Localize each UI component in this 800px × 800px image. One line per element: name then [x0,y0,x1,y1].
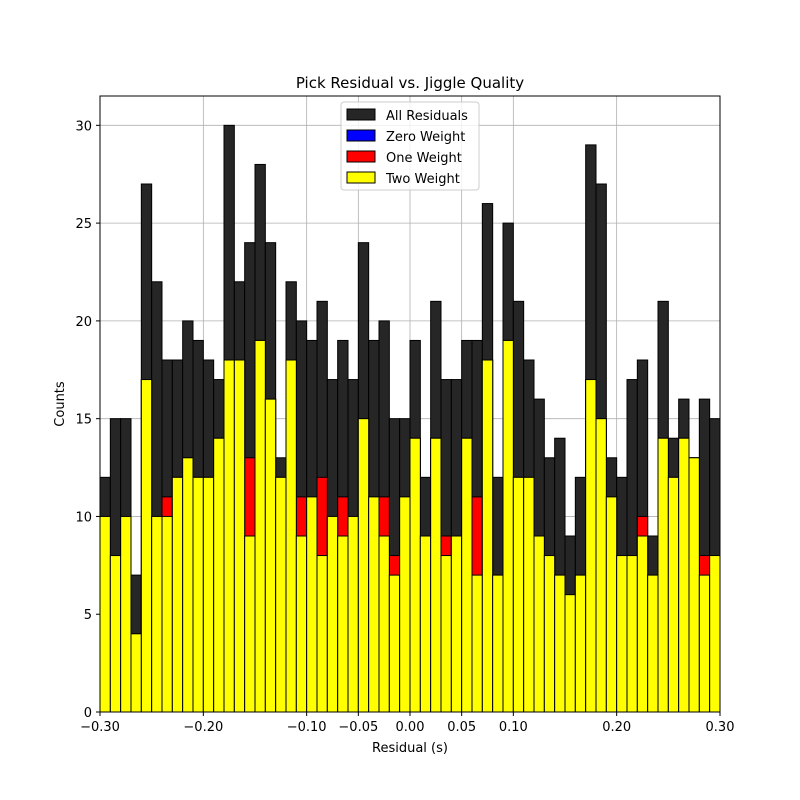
bar-two-weight [616,555,628,713]
x-tick-label: 0.20 [602,720,631,735]
legend-swatch-all-residuals [346,108,376,121]
bar-two-weight [171,476,184,713]
bar-two-weight [430,437,442,713]
bar-two-weight [130,633,142,713]
bar-two-weight [492,574,504,713]
legend-swatch-two-weight [346,171,376,184]
y-tick-label: 15 [75,413,92,428]
bar-two-weight [295,535,308,713]
bar-two-weight [264,398,277,713]
bar-two-weight [378,535,390,713]
bar-two-weight [202,476,215,713]
bar-two-weight [523,476,535,713]
chart-title: Pick Residual vs. Jiggle Quality [296,74,524,92]
legend-label-zero-weight: Zero Weight [386,130,465,145]
y-tick-label: 25 [75,217,92,232]
x-tick-label: 0.10 [499,720,528,735]
bar-two-weight [512,476,525,713]
bar-two-weight [151,515,163,713]
bar-two-weight [316,555,328,713]
x-tick-label: 0.30 [706,720,735,735]
legend-frame [340,101,480,191]
bar-two-weight [409,437,421,713]
bar-two-weight [605,496,618,713]
bar-two-weight [554,574,566,713]
legend-swatch-zero-weight [346,129,376,142]
bar-two-weight [678,437,690,713]
x-tick-label: −0.20 [183,720,223,735]
series-two-weight [99,339,721,713]
y-axis-ticks: 0 5 10 15 20 25 30 [75,119,100,721]
bar-two-weight [337,535,349,713]
x-tick-label: −0.05 [338,720,378,735]
bar-two-weight [357,418,370,713]
x-axis-label: Residual (s) [372,741,448,756]
x-tick-label: −0.30 [80,720,120,735]
bar-two-weight [109,555,122,713]
bar-two-weight [461,437,473,713]
bar-two-weight [709,555,721,713]
x-tick-label: −0.10 [287,720,327,735]
y-tick-label: 5 [84,608,92,623]
bar-two-weight [543,555,556,713]
y-axis-label: Counts [53,381,68,427]
bar-two-weight [182,457,194,713]
bar-two-weight [585,379,597,713]
bar-two-weight [244,535,256,713]
bar-two-weight [647,574,659,713]
bar-two-weight [440,555,452,713]
bar-two-weight [595,418,607,713]
bar-two-weight [574,574,587,713]
bar-two-weight [502,339,514,713]
legend: All Residuals Zero Weight One Weight Two… [340,101,480,191]
x-tick-label: 0.00 [396,720,425,735]
bar-two-weight [213,437,225,713]
bar-two-weight [275,476,287,713]
bar-two-weight [306,496,318,713]
bar-two-weight [636,535,649,713]
legend-label-all-residuals: All Residuals [386,109,468,124]
bar-two-weight [688,457,700,713]
bar-two-weight [326,515,339,713]
bar-two-weight [481,359,494,713]
y-tick-label: 30 [75,119,92,134]
y-tick-label: 20 [75,315,92,330]
bar-two-weight [140,379,153,713]
bar-two-weight [667,476,680,713]
bar-two-weight [471,574,483,713]
legend-label-one-weight: One Weight [386,151,462,166]
bars [99,124,721,713]
x-axis-ticks: −0.30 −0.20 −0.10 −0.05 0.00 0.05 0.10 0.20 0.30 [80,712,734,735]
bar-two-weight [161,515,173,713]
bar-two-weight [233,359,246,713]
bar-two-weight [698,574,711,713]
bar-two-weight [399,496,411,713]
bar-two-weight [368,496,380,713]
bar-two-weight [450,535,463,713]
bar-two-weight [120,515,132,713]
x-tick-label: 0.05 [447,720,476,735]
bar-two-weight [192,476,204,713]
legend-label-two-weight: Two Weight [385,172,460,187]
y-tick-label: 0 [84,706,92,721]
bar-two-weight [419,535,432,713]
bar-two-weight [388,574,401,713]
bar-two-weight [223,359,235,713]
bar-two-weight [285,359,297,713]
bar-two-weight [533,535,545,713]
bar-two-weight [254,339,266,713]
bar-two-weight [657,437,669,713]
bar-two-weight [626,555,638,713]
bar-two-weight [564,594,576,713]
bar-two-weight [99,515,111,713]
legend-swatch-one-weight [346,150,376,163]
bar-two-weight [347,515,359,713]
y-tick-label: 10 [75,510,92,525]
